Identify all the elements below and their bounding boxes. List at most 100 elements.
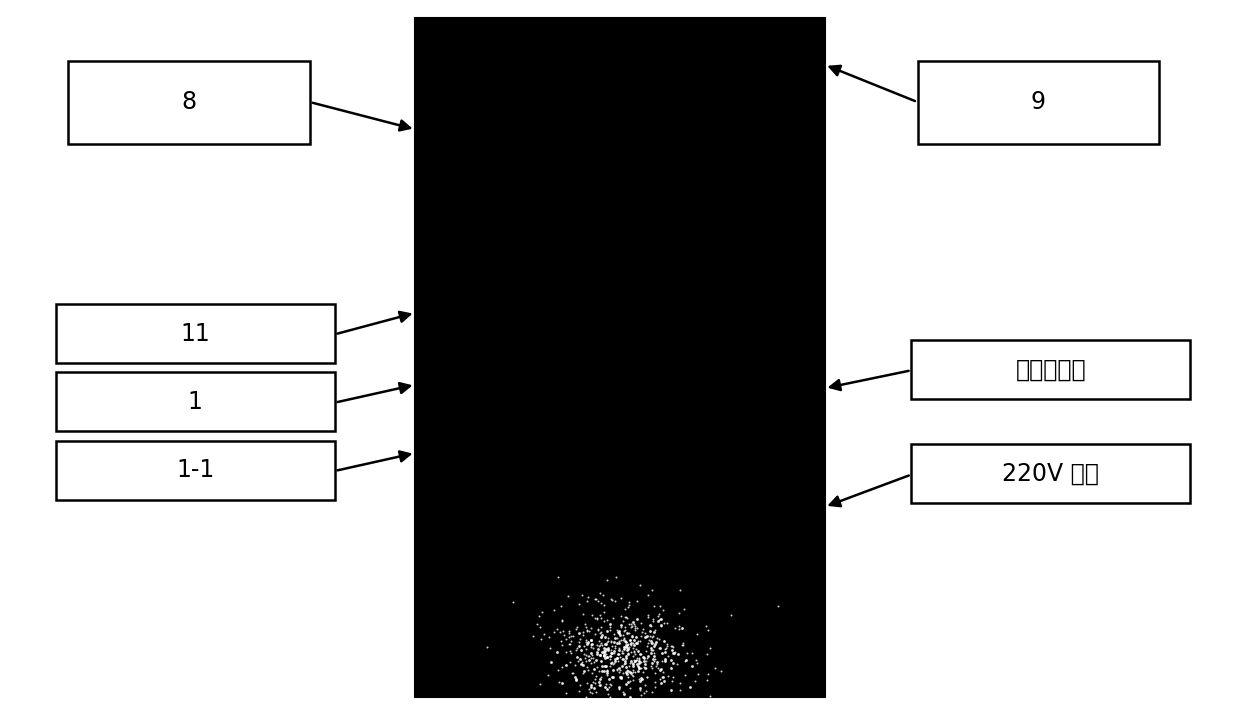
Point xyxy=(585,677,605,689)
Point xyxy=(642,658,662,669)
Point xyxy=(598,667,618,679)
Point xyxy=(600,624,620,636)
Point xyxy=(604,628,624,639)
Point xyxy=(699,643,719,654)
Point xyxy=(682,647,702,659)
Point xyxy=(577,677,596,689)
Point xyxy=(594,645,614,656)
Point xyxy=(574,665,594,677)
Point xyxy=(570,633,590,644)
Point xyxy=(699,690,719,701)
Point xyxy=(567,623,587,635)
Point xyxy=(559,628,579,639)
Point xyxy=(583,609,603,620)
Point xyxy=(631,631,651,642)
Point xyxy=(622,666,642,677)
Point xyxy=(624,642,644,654)
Point xyxy=(605,640,625,651)
Point xyxy=(667,649,687,660)
Point xyxy=(629,645,649,656)
Point xyxy=(605,632,625,644)
Point xyxy=(614,644,634,655)
Point xyxy=(626,654,646,666)
Point xyxy=(531,621,551,633)
Point xyxy=(585,612,605,623)
Point xyxy=(609,642,629,654)
Point xyxy=(698,668,718,679)
Point xyxy=(629,661,649,672)
Point xyxy=(596,679,616,690)
Point xyxy=(625,620,645,632)
Point xyxy=(589,595,609,606)
Point xyxy=(624,639,644,651)
Point xyxy=(590,639,610,651)
Point xyxy=(575,644,595,655)
Point xyxy=(580,634,600,646)
Point xyxy=(632,627,652,638)
Point xyxy=(624,664,644,676)
Point xyxy=(626,644,646,655)
Point xyxy=(649,615,668,627)
Point xyxy=(604,647,624,659)
Point xyxy=(590,631,610,642)
Point xyxy=(615,603,635,615)
Point xyxy=(603,664,622,676)
Point xyxy=(605,595,625,607)
Point xyxy=(613,647,632,659)
Point xyxy=(564,671,584,682)
Point xyxy=(697,674,717,685)
Point xyxy=(655,617,675,628)
Text: 9: 9 xyxy=(1030,91,1047,114)
Point xyxy=(608,656,627,667)
Point xyxy=(621,667,641,679)
Point xyxy=(697,648,717,659)
Point xyxy=(625,655,645,667)
Point xyxy=(609,644,629,656)
Point xyxy=(567,621,587,633)
Point xyxy=(631,661,651,673)
Point xyxy=(610,592,630,604)
Point xyxy=(600,621,620,633)
Point xyxy=(577,595,596,607)
Point xyxy=(621,646,641,657)
Point xyxy=(605,642,625,654)
Point xyxy=(594,649,614,660)
Point xyxy=(595,638,615,650)
Point xyxy=(646,636,666,648)
Point xyxy=(704,662,724,674)
Point xyxy=(568,656,588,667)
Point xyxy=(653,604,673,615)
Point xyxy=(614,641,634,653)
Point xyxy=(587,686,606,697)
Point xyxy=(642,645,662,656)
Point xyxy=(589,635,609,646)
Point xyxy=(657,617,677,628)
Point xyxy=(647,632,667,644)
Point xyxy=(573,667,593,679)
Point xyxy=(622,620,642,632)
Point xyxy=(594,648,614,659)
Point xyxy=(626,638,646,649)
Point xyxy=(627,613,647,625)
Point xyxy=(644,654,663,665)
Point xyxy=(583,676,603,687)
Point xyxy=(667,659,687,670)
Point xyxy=(622,631,642,642)
Point xyxy=(634,661,653,673)
Point xyxy=(624,651,644,662)
Point xyxy=(609,667,629,678)
Point xyxy=(650,673,670,684)
Point xyxy=(627,595,647,607)
Point xyxy=(598,651,618,662)
Point xyxy=(614,633,634,645)
Point xyxy=(688,668,708,679)
Point xyxy=(548,664,568,675)
Point xyxy=(666,646,686,658)
Point xyxy=(544,626,564,638)
Point xyxy=(615,611,635,623)
Point xyxy=(593,589,613,600)
Point xyxy=(639,590,658,601)
Point xyxy=(574,640,594,651)
Point xyxy=(610,629,630,641)
Point xyxy=(644,615,663,627)
